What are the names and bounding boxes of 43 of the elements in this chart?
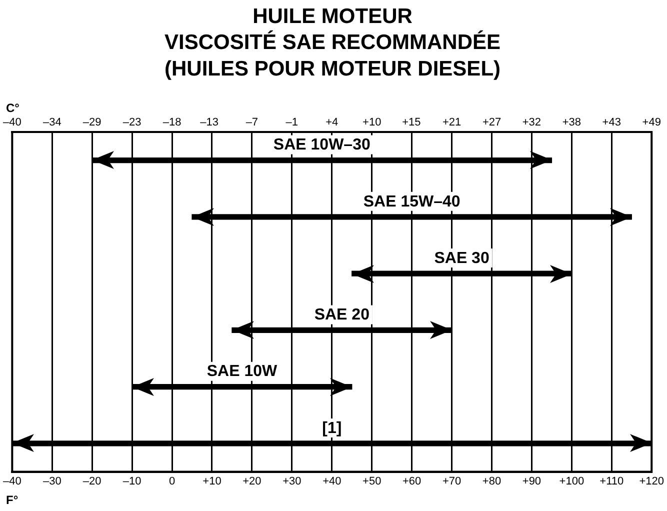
- x-axis-title: F°: [6, 492, 18, 507]
- x2-tick-label: +27: [482, 116, 502, 128]
- x-tick-label: +110: [600, 475, 624, 488]
- x2-tick-label: –34: [42, 116, 62, 128]
- x2-tick-label: +21: [442, 116, 462, 128]
- x2-tick-label: +32: [522, 116, 542, 128]
- x-tick-label: +50: [362, 475, 382, 488]
- x2-tick-label: –1: [286, 116, 298, 128]
- x2-axis-title: C°: [6, 100, 20, 115]
- x2-tick-label: +38: [562, 116, 582, 128]
- x-tick-label: +30: [282, 475, 302, 488]
- x-tick-label: +100: [559, 475, 584, 488]
- x2-tick-label: +49: [642, 116, 661, 128]
- x2-tick-label: –18: [162, 116, 182, 128]
- x-tick-label: +120: [639, 475, 664, 488]
- x-tick-label: –20: [82, 475, 102, 488]
- x-tick-label: +60: [402, 475, 422, 488]
- x2-tick-label: +10: [362, 116, 382, 128]
- y-tick-label: SAE 10W: [206, 363, 278, 380]
- x2-tick-label: –7: [246, 116, 258, 128]
- x2-tick-label: +4: [326, 116, 338, 128]
- y-tick-label: SAE 20: [314, 306, 370, 324]
- x-tick-label: +20: [242, 475, 262, 488]
- x2-tick-label: –13: [200, 116, 218, 128]
- x-tick-label: +80: [482, 475, 502, 488]
- x-tick-label: +40: [322, 475, 342, 488]
- x2-tick-label: +43: [602, 116, 621, 128]
- x-tick-label: –40: [2, 475, 22, 488]
- y-tick-label: [1]: [322, 420, 342, 437]
- x2-tick-label: –40: [2, 116, 22, 128]
- x-tick-label: 0: [168, 475, 176, 488]
- y-tick-label: SAE 15W–40: [363, 193, 460, 210]
- x-tick-label: +90: [522, 475, 542, 488]
- x2-tick-label: –29: [82, 116, 102, 128]
- x2-tick-label: +15: [402, 116, 421, 128]
- y-tick-label: SAE 30: [434, 250, 490, 267]
- x2-tick-label: –23: [122, 116, 142, 128]
- x-tick-label: –10: [122, 475, 142, 488]
- y-tick-label: SAE 10W–30: [273, 136, 370, 154]
- x-tick-label: +10: [202, 475, 222, 488]
- chart-title: HUILE MOTEUR VISCOSITÉ SAE RECOMMANDÉE (HUILES POUR MOTEUR DIESEL): [164, 4, 501, 80]
- x-tick-label: –30: [42, 475, 62, 488]
- x-tick-label: +70: [442, 475, 462, 488]
